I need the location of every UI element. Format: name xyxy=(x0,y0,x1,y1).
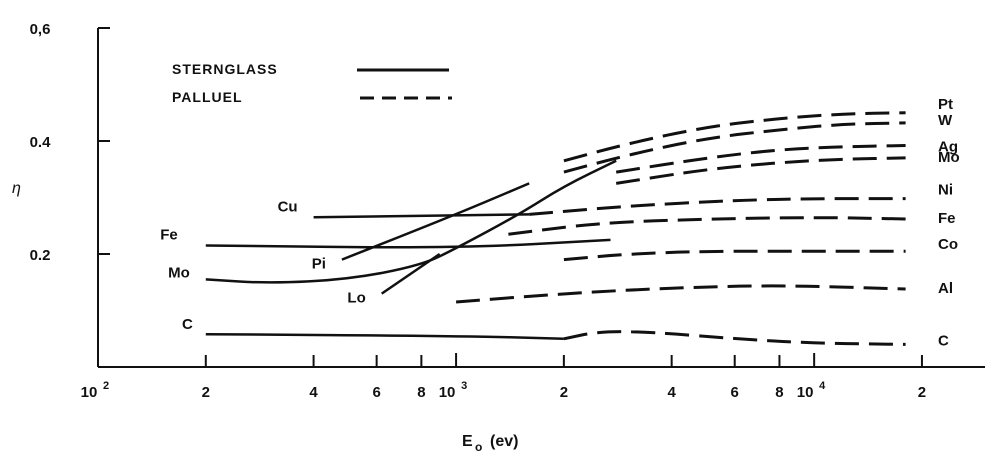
x-tick-label: 8 xyxy=(775,384,783,401)
legend-label-sternglass: STERNGLASS xyxy=(172,61,278,77)
series-label-palluel-fe: Fe xyxy=(938,210,956,227)
x-tick-label: 2 xyxy=(202,384,210,401)
x-tick-exponent: 3 xyxy=(461,380,467,392)
series-label-sternglass-pi: Pi xyxy=(312,256,326,273)
x-tick-label: 10 xyxy=(797,384,814,401)
axes xyxy=(97,28,985,368)
series-label-sternglass-mo: Mo xyxy=(168,264,190,281)
series-label-sternglass-c: C xyxy=(182,316,193,333)
x-axis-label-unit: (ev) xyxy=(490,433,518,450)
series-label-palluel-mo: Mo xyxy=(938,149,960,166)
series-label-sternglass-cu: Cu xyxy=(278,198,298,215)
series-line-palluel-fe xyxy=(508,216,906,236)
y-axis-label: η xyxy=(12,180,21,197)
legend: STERNGLASS PALLUEL xyxy=(172,61,452,105)
series-label-palluel-w: W xyxy=(938,112,953,129)
y-tick-label: 0.4 xyxy=(30,134,52,151)
x-axis-label-subscript: o xyxy=(475,440,482,454)
x-tick-label: 10 xyxy=(439,384,456,401)
x-tick-label: 4 xyxy=(667,384,676,401)
y-tick-label: 0,6 xyxy=(30,21,51,38)
x-tick-label: 10 xyxy=(81,384,98,401)
series-line-palluel-w xyxy=(563,121,906,174)
legend-label-palluel: PALLUEL xyxy=(172,89,243,105)
series-line-palluel-co xyxy=(563,249,906,262)
series-label-palluel-co: Co xyxy=(938,236,958,253)
x-tick-label: 8 xyxy=(417,384,425,401)
series-line-sternglass-cu xyxy=(313,213,530,219)
y-tick-label: 0.2 xyxy=(30,247,51,264)
series-label-sternglass-lo: Lo xyxy=(347,290,365,307)
x-axis-label-symbol: E xyxy=(462,433,473,450)
series-label-palluel-ni: Ni xyxy=(938,182,953,199)
series-line-sternglass-fe xyxy=(205,238,611,249)
series-line-sternglass-mo xyxy=(205,159,617,284)
series-line-palluel-mo xyxy=(615,156,906,185)
series-label-sternglass-fe: Fe xyxy=(160,227,178,244)
series-line-palluel-ag xyxy=(615,144,906,174)
series-line-sternglass-lo xyxy=(380,252,441,295)
axis-ticks: 10 2 2 4 6 8 10 3 2 4 6 8 10 4 2 0.2 0.4 0,6 xyxy=(30,21,927,401)
series-line-sternglass-pi xyxy=(341,182,530,261)
series-line-palluel-pt xyxy=(563,111,906,163)
x-tick-label: 2 xyxy=(560,384,568,401)
series-label-palluel-c: C xyxy=(938,332,949,349)
x-tick-label: 6 xyxy=(372,384,380,401)
x-tick-exponent: 4 xyxy=(819,380,826,392)
series-label-palluel-ag: Ag xyxy=(938,139,958,156)
x-axis-label: E o (ev) xyxy=(462,433,518,454)
series-line-palluel-ni xyxy=(529,197,906,216)
series-line-palluel-c xyxy=(563,330,906,346)
series-label-palluel-pt: Pt xyxy=(938,96,953,113)
series-line-sternglass-c xyxy=(205,332,564,341)
series-line-palluel-al xyxy=(455,284,906,304)
x-tick-label: 2 xyxy=(918,384,926,401)
series-layer xyxy=(205,111,906,346)
x-tick-label: 6 xyxy=(731,384,739,401)
series-label-palluel-al: Al xyxy=(938,280,953,297)
x-tick-exponent: 2 xyxy=(103,380,109,392)
x-tick-label: 4 xyxy=(309,384,318,401)
